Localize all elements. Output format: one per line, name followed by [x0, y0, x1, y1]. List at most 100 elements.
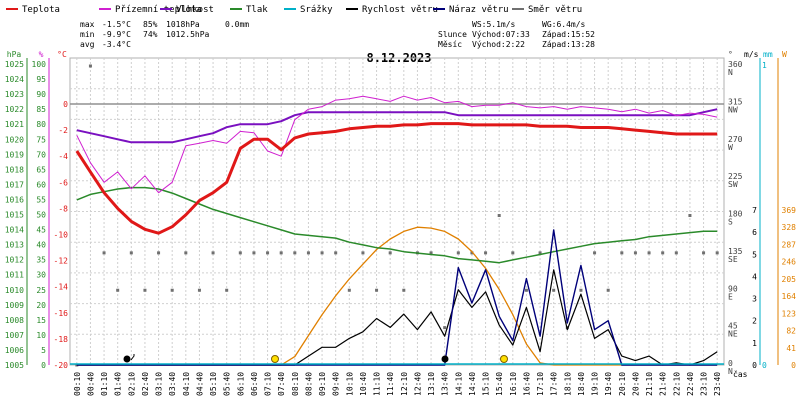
winddir-point [320, 251, 324, 255]
direction-tick-dir: SW [728, 180, 738, 189]
rain-tick: 1 [762, 61, 767, 70]
moonset-marker [441, 355, 449, 363]
legend-label-humidity: Vlhkost [176, 5, 214, 15]
humidity-tick: 40 [36, 241, 46, 250]
temperature-tick: -6 [58, 178, 68, 187]
humidity-tick: 35 [36, 256, 46, 265]
legend-label-temp: Teplota [22, 5, 60, 15]
rain-tick: 0 [762, 361, 767, 370]
temperature-tick: -14 [54, 283, 69, 292]
winddir-point [538, 251, 542, 255]
winddir-point [688, 214, 692, 217]
sun-label: Slunce [438, 30, 467, 39]
series-line-gust [76, 229, 718, 366]
humidity-tick: 75 [36, 135, 46, 144]
winddir-point [674, 251, 678, 255]
winddir-point [157, 251, 161, 255]
winddir-point [211, 251, 215, 255]
pressure-tick: 1024 [5, 75, 24, 84]
x-tick-label: 09:40 [332, 372, 341, 396]
winddir-point [620, 251, 624, 255]
winddir-point [661, 251, 665, 255]
x-tick-label: 23:10 [700, 372, 709, 396]
winddir-point [606, 288, 610, 292]
solar-tick: 41 [786, 344, 796, 353]
winddir-point [456, 251, 460, 255]
winddir-point [402, 288, 406, 292]
pressure-tick: 1009 [5, 301, 24, 310]
x-tick-label: 11:40 [386, 372, 395, 396]
pressure-tick: 1019 [5, 150, 24, 159]
x-tick-label: 06:40 [250, 372, 259, 396]
right-axes: ° m/s mm W0N45NE90E135SE180S225SW270W315NW3… [728, 50, 796, 376]
humidity-tick: 55 [36, 195, 46, 204]
humidity-tick: 25 [36, 286, 46, 295]
x-tick-label: 13:10 [427, 372, 436, 396]
humidity-tick: 85 [36, 105, 46, 114]
direction-tick-deg: 270 [728, 135, 743, 144]
x-tick-label: 00:10 [73, 372, 82, 396]
winddir-point [88, 64, 92, 68]
humidity-tick: 45 [36, 226, 46, 235]
humidity-tick: 95 [36, 75, 46, 84]
winddir-point [375, 288, 379, 292]
wind-tick: 3 [752, 295, 757, 304]
wind-tick: 2 [752, 317, 757, 326]
pressure-axis-unit: hPa [7, 50, 22, 59]
x-tick-label: 20:40 [631, 372, 640, 396]
temperature-tick: -2 [58, 126, 68, 135]
solar-tick: 287 [782, 240, 797, 249]
winddir-point [702, 251, 706, 255]
winddir-point [429, 251, 433, 255]
temperature-tick: -20 [54, 361, 69, 370]
legend-label-gust: Náraz větru [449, 5, 509, 15]
wind-speed-info: WS:5.1m/s [472, 20, 516, 29]
humidity-tick: 65 [36, 165, 46, 174]
wind-tick: 6 [752, 228, 757, 237]
legend-label-feels: Přízemní teplota [115, 5, 202, 15]
pressure-tick: 1015 [5, 211, 24, 220]
winddir-point [579, 288, 583, 292]
temperature-axis-unit: °C [57, 50, 67, 59]
humidity-tick: 60 [36, 180, 46, 189]
solar-tick: 246 [782, 258, 797, 267]
x-tick-label: 09:10 [318, 372, 327, 396]
x-tick-label: 08:40 [304, 372, 313, 396]
x-tick-label: 04:10 [182, 372, 191, 396]
temperature-tick: -18 [54, 335, 69, 344]
x-tick-label: 02:40 [141, 372, 150, 396]
x-tick-label: 01:10 [100, 372, 109, 396]
winddir-point [252, 251, 256, 255]
humidity-tick: 70 [36, 150, 46, 159]
winddir-point [361, 251, 365, 255]
winddir-point [116, 288, 120, 292]
x-tick-label: 03:10 [155, 372, 164, 396]
sun-set: Západ:15:52 [542, 30, 595, 39]
series-line-humidity [76, 108, 718, 144]
winddir-point [443, 326, 447, 330]
direction-tick-dir: N [728, 367, 733, 376]
x-tick-label: 11:10 [373, 372, 382, 396]
direction-tick-dir: E [728, 292, 733, 301]
humidity-axis-unit: % [39, 50, 44, 59]
x-tick-label: 03:40 [168, 372, 177, 396]
humidity-tick: 50 [36, 211, 46, 220]
solar-tick: 123 [782, 309, 797, 318]
direction-tick-dir: S [728, 218, 733, 227]
winddir-point [647, 251, 651, 255]
temperature-tick: -4 [58, 152, 68, 161]
wind-tick: 5 [752, 250, 757, 259]
winddir-point [306, 251, 310, 255]
x-tick-label: 05:40 [223, 372, 232, 396]
direction-tick-deg: 225 [728, 172, 743, 181]
rain-axis-unit: mm [763, 50, 773, 59]
stat-avg-temp: -3.4°C [102, 40, 131, 49]
temperature-tick: -10 [54, 231, 69, 240]
solar-tick: 205 [782, 275, 797, 284]
x-tick-label: 20:10 [618, 372, 627, 396]
solar-tick: 328 [782, 223, 797, 232]
legend-label-pressure: Tlak [246, 5, 268, 15]
winddir-point [388, 251, 392, 255]
